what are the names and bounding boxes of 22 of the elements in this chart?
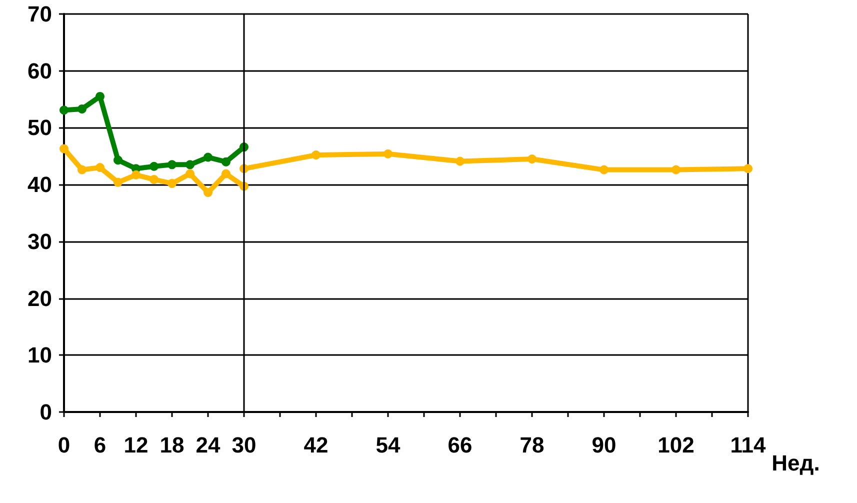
x-tick-label: 78 [520, 432, 544, 458]
y-tick-label: 10 [28, 342, 52, 368]
y-tick-label: 60 [28, 58, 52, 84]
y-tick-label: 50 [28, 115, 52, 140]
x-tick-label: 54 [376, 432, 401, 458]
y-tick-label: 20 [28, 286, 52, 311]
y-tick-label: 30 [28, 228, 52, 254]
x-tick-label: 102 [658, 432, 694, 458]
x-tick-label: 114 [730, 432, 767, 458]
x-tick-label: 42 [304, 432, 328, 458]
x-tick-label: 6 [94, 432, 106, 458]
y-tick-label: 0 [40, 400, 52, 424]
y-tick-label: 70 [28, 2, 52, 26]
x-tick-label: 66 [448, 432, 472, 458]
x-tick-label: 0 [58, 432, 70, 458]
x-tick-label: 18 [160, 432, 184, 458]
x-tick-label: 30 [232, 432, 256, 458]
x-axis-title: Нед. [772, 450, 820, 476]
x-tick-label: 24 [196, 432, 221, 458]
y-tick-label: 40 [28, 172, 52, 198]
x-tick-label: 90 [592, 432, 616, 458]
x-tick-label: 12 [124, 432, 148, 458]
